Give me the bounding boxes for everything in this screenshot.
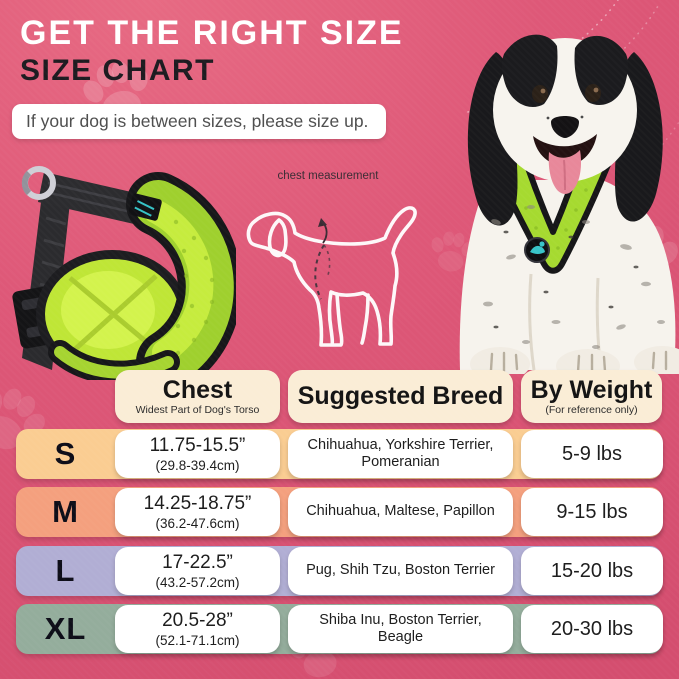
table-row-s: S 11.75-15.5” (29.8-39.4cm) Chihuahua, Y…: [16, 429, 663, 479]
breed-list: Chihuahua, Maltese, Papillon: [306, 503, 495, 520]
toe-lines: [489, 350, 668, 374]
chest-cm: (36.2-47.6cm): [155, 516, 240, 531]
eye-highlight: [593, 87, 599, 93]
dotted-wave: [497, 5, 659, 139]
harness-band: [54, 346, 174, 379]
chest-cm: (29.8-39.4cm): [155, 458, 240, 473]
measurement-dashed-line: [314, 244, 325, 300]
breed-cell: Chihuahua, Yorkshire Terrier, Pomeranian: [288, 430, 513, 478]
size-label: S: [54, 436, 77, 471]
harness-band-highlight: [143, 199, 214, 364]
dog-nose: [551, 116, 579, 138]
strap-ribbing: [39, 216, 67, 292]
page-title: GET THE RIGHT SIZE: [20, 14, 404, 52]
column-header-breed: Suggested Breed: [288, 370, 513, 423]
dog-paw: [470, 347, 530, 374]
leg-contour: [528, 273, 536, 371]
chest-range-cell: 20.5-28” (52.1-71.1cm): [115, 605, 280, 653]
chest-inches: 17-22.5”: [162, 552, 233, 573]
mesh-dots: [173, 219, 215, 356]
chest-cm: (52.1-71.1cm): [155, 633, 240, 648]
page-subtitle: SIZE CHART: [20, 54, 215, 87]
chest-range-cell: 17-22.5” (43.2-57.2cm): [115, 547, 280, 595]
weight-cell: 20-30 lbs: [521, 605, 663, 653]
dog-eye: [585, 84, 601, 102]
fur-speckles-dark: [493, 230, 639, 329]
dog-logo-icon: [530, 245, 545, 254]
column-title: Suggested Breed: [297, 382, 504, 411]
dog-eye: [532, 85, 548, 103]
weight-cell: 15-20 lbs: [521, 547, 663, 595]
chest-cm: (43.2-57.2cm): [155, 575, 240, 590]
breed-list: Shiba Inu, Boston Terrier, Beagle: [319, 611, 482, 645]
weight-cell: 5-9 lbs: [521, 430, 663, 478]
size-label: L: [55, 553, 76, 588]
sizing-notice: If your dog is between sizes, please siz…: [12, 104, 386, 139]
size-label: XL: [44, 611, 87, 646]
fur-speckles: [483, 205, 665, 349]
chest-inches: 11.75-15.5”: [149, 435, 246, 456]
breed-cell: Shiba Inu, Boston Terrier, Beagle: [288, 605, 513, 653]
table-row-xl: XL 20.5-28” (52.1-71.1cm) Shiba Inu, Bos…: [16, 604, 663, 654]
chest-range-cell: 11.75-15.5” (29.8-39.4cm): [115, 430, 280, 478]
dog-body: [459, 180, 676, 370]
dog-outline: [246, 206, 417, 347]
measurement-dashed-line: [323, 244, 331, 276]
chest-measurement-label: chest measurement: [277, 170, 379, 182]
table-row-l: L 17-22.5” (43.2-57.2cm) Pug, Shih Tzu, …: [16, 546, 663, 596]
chest-range-cell: 14.25-18.75” (36.2-47.6cm): [115, 488, 280, 536]
d-ring-shadow: [21, 170, 32, 196]
eye-highlight: [540, 88, 546, 94]
chest-measurement-diagram: [246, 206, 417, 347]
pad-seams: [68, 274, 158, 354]
chest-inches: 14.25-18.75”: [143, 493, 252, 514]
dog-logo-icon: [539, 241, 545, 247]
breed-cell: Pug, Shih Tzu, Boston Terrier: [288, 547, 513, 595]
dotted-wave: [467, 0, 619, 113]
breed-list: Chihuahua, Yorkshire Terrier, Pomeranian: [307, 436, 494, 470]
table-row-m: M 14.25-18.75” (36.2-47.6cm) Chihuahua, …: [16, 487, 663, 537]
breed-list: Pug, Shih Tzu, Boston Terrier: [306, 562, 495, 579]
column-header-chest: Chest Widest Part of Dog's Torso: [115, 370, 280, 423]
size-label: M: [52, 494, 79, 529]
column-header-weight: By Weight (For reference only): [521, 370, 662, 423]
column-title: Chest: [162, 375, 233, 404]
column-subtitle: Widest Part of Dog's Torso: [135, 404, 260, 417]
tongue-line: [563, 159, 566, 191]
chest-inches: 20.5-28”: [162, 610, 233, 631]
arrow-head-icon: [318, 218, 327, 227]
column-title: By Weight: [530, 375, 653, 404]
dog-paw: [634, 346, 679, 374]
weight-cell: 9-15 lbs: [521, 488, 663, 536]
breed-cell: Chihuahua, Maltese, Papillon: [288, 488, 513, 536]
brand-tag: [128, 193, 162, 221]
harness-product-image: [12, 166, 236, 380]
column-subtitle: (For reference only): [545, 404, 638, 417]
dog-photo: [459, 34, 679, 374]
